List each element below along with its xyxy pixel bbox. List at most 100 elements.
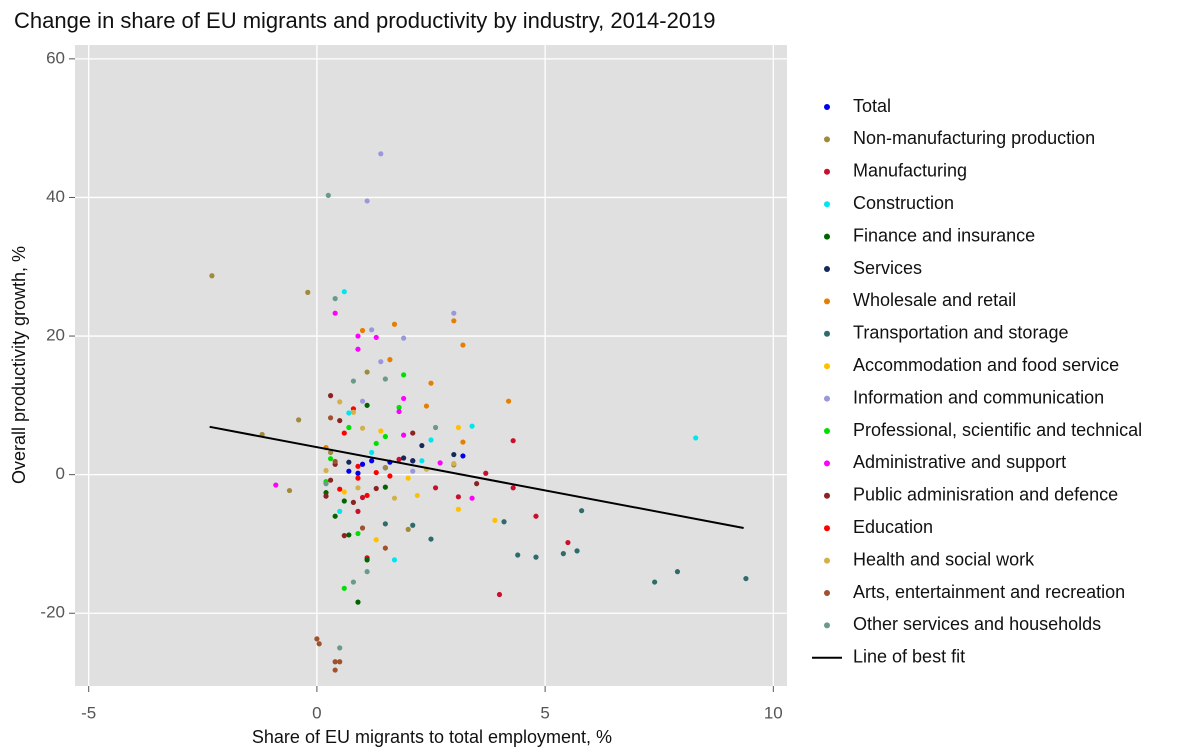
point — [396, 456, 402, 462]
point — [391, 557, 398, 563]
point — [332, 659, 338, 665]
point — [515, 552, 521, 558]
point — [405, 526, 411, 532]
point — [451, 318, 457, 324]
point — [401, 395, 407, 402]
legend-swatch — [824, 428, 830, 434]
legend-swatch — [824, 168, 830, 175]
point — [378, 428, 384, 434]
point — [382, 545, 388, 551]
point — [405, 475, 411, 481]
legend-label: Professional, scientific and technical — [853, 420, 1142, 440]
point — [337, 645, 343, 651]
point — [574, 548, 580, 554]
point — [323, 481, 329, 487]
point — [423, 403, 430, 409]
legend-label: Arts, entertainment and recreation — [853, 582, 1125, 602]
point — [325, 192, 331, 198]
plot-area — [75, 45, 787, 686]
legend-label: Administrative and support — [853, 452, 1066, 472]
point — [492, 517, 498, 523]
point — [350, 499, 357, 505]
point — [286, 487, 293, 494]
point — [410, 430, 416, 436]
point — [373, 485, 379, 492]
point — [428, 536, 434, 542]
y-tick-label: -20 — [40, 603, 65, 622]
legend-swatch — [824, 330, 830, 337]
x-tick-label: 10 — [764, 703, 783, 722]
point — [316, 641, 322, 647]
point — [355, 599, 361, 605]
point — [332, 513, 338, 519]
point — [327, 456, 334, 462]
point — [364, 198, 370, 204]
legend-label: Construction — [853, 193, 954, 213]
legend-label: Total — [853, 96, 891, 116]
point — [533, 554, 539, 560]
point — [382, 465, 388, 471]
point — [327, 393, 334, 399]
point — [350, 378, 357, 384]
y-tick-label: 20 — [46, 326, 65, 345]
point — [273, 482, 279, 488]
point — [332, 667, 338, 673]
point — [341, 585, 347, 591]
x-tick-label: -5 — [81, 703, 96, 722]
point — [401, 372, 407, 378]
legend-label: Non-manufacturing production — [853, 128, 1095, 148]
legend-swatch — [824, 233, 830, 240]
point — [350, 579, 357, 585]
point — [474, 481, 480, 487]
point — [314, 636, 320, 642]
point — [364, 492, 370, 499]
point — [469, 495, 475, 501]
point — [469, 423, 475, 429]
legend-label: Manufacturing — [853, 161, 967, 181]
point — [373, 537, 379, 543]
legend-label: Line of best fit — [853, 647, 965, 667]
point — [565, 539, 571, 546]
legend-swatch — [824, 136, 830, 143]
point — [341, 489, 347, 495]
point — [355, 508, 361, 514]
point — [337, 508, 343, 514]
point — [359, 425, 366, 431]
point — [359, 398, 366, 404]
point — [346, 468, 352, 474]
legend-label: Public adminisration and defence — [853, 485, 1118, 505]
point — [382, 484, 388, 490]
point — [396, 404, 402, 411]
point — [350, 409, 357, 415]
point — [460, 453, 466, 459]
point — [341, 430, 347, 436]
point — [428, 437, 434, 443]
legend-swatch — [824, 363, 830, 370]
point — [579, 508, 585, 514]
point — [455, 506, 461, 512]
point — [355, 346, 361, 352]
point — [364, 569, 370, 575]
point — [391, 495, 398, 501]
point — [510, 485, 516, 491]
point — [510, 438, 516, 444]
point — [483, 470, 489, 476]
point — [355, 485, 361, 491]
legend-swatch — [824, 557, 830, 564]
point — [460, 439, 466, 445]
point — [693, 435, 699, 441]
point — [364, 402, 370, 408]
point — [401, 335, 407, 341]
point — [419, 458, 425, 464]
point — [332, 296, 338, 302]
point — [296, 417, 302, 423]
point — [359, 525, 366, 531]
point — [382, 433, 388, 440]
point — [355, 463, 361, 469]
point — [364, 557, 370, 563]
point — [410, 458, 416, 464]
legend-label: Finance and insurance — [853, 225, 1035, 245]
point — [355, 475, 361, 481]
legend-swatch — [824, 525, 830, 532]
point — [387, 473, 393, 479]
